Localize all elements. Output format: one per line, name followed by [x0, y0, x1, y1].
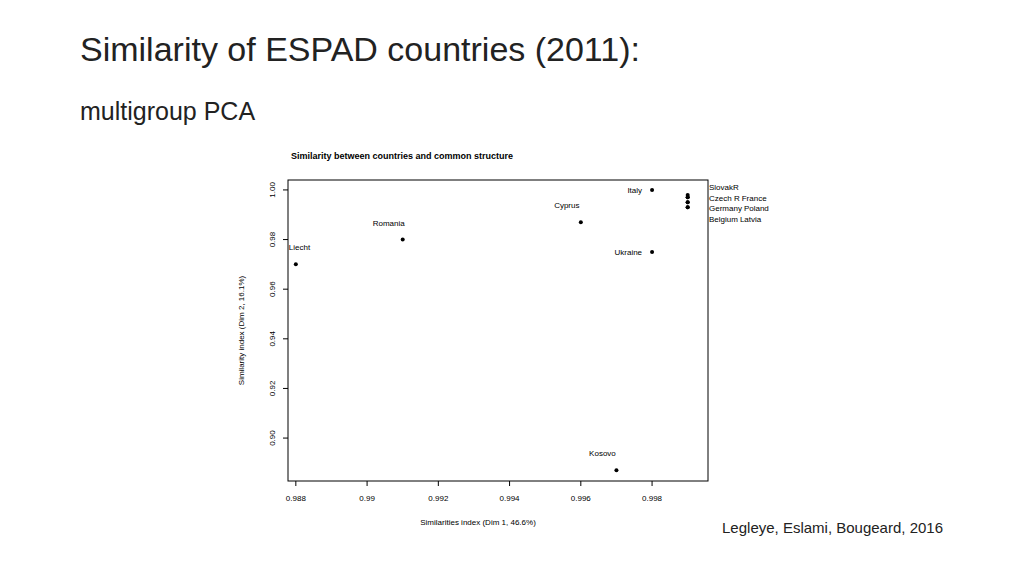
point-label: Germany: [709, 204, 742, 213]
point: [686, 195, 690, 199]
point: [401, 238, 405, 242]
point-labels: Liecht Romania Cyprus Italy Ukraine Kosovo Slo…: [289, 183, 769, 458]
point-label: Kosovo: [589, 449, 616, 458]
y-tick: [283, 289, 288, 290]
y-tick-label: 0.90: [268, 430, 277, 446]
point: [650, 188, 654, 192]
point-label: Cyprus: [554, 201, 579, 210]
point-label: SlovakR: [709, 183, 739, 192]
slide-subtitle: multigroup PCA: [80, 97, 255, 125]
y-tick: [283, 338, 288, 339]
point: [686, 200, 690, 204]
x-tick: [367, 481, 368, 486]
x-tick: [295, 481, 296, 486]
y-tick-label: 0.92: [268, 380, 277, 396]
y-tick: [283, 438, 288, 439]
point-label: Belgium: [709, 215, 738, 224]
point: [686, 195, 690, 199]
plot-frame: [288, 180, 708, 481]
x-tick: [580, 481, 581, 486]
point-label: Ukraine: [614, 248, 642, 257]
chart-title: Similarity between countries and common …: [291, 151, 513, 161]
slide: Similarity of ESPAD countries (2011): mul…: [0, 0, 1024, 576]
point-label: France: [742, 194, 767, 203]
x-tick-label: 0.994: [500, 494, 521, 503]
point: [650, 250, 654, 254]
y-axis-label: Similarity index (Dim 2, 16.1%): [237, 275, 246, 385]
x-tick-label: 0.992: [428, 494, 449, 503]
slide-title: Similarity of ESPAD countries (2011):: [80, 30, 640, 68]
point-label: Italy: [627, 186, 642, 195]
y-tick-label: 1.00: [268, 182, 277, 198]
x-tick: [509, 481, 510, 486]
point: [686, 200, 690, 204]
point: [686, 205, 690, 209]
y-tick-label: 0.96: [268, 281, 277, 297]
y-tick-label: 0.94: [268, 330, 277, 346]
point: [614, 468, 618, 472]
x-tick-label: 0.998: [642, 494, 663, 503]
points: [294, 188, 690, 472]
x-tick: [652, 481, 653, 486]
y-tick: [283, 239, 288, 240]
y-tick: [283, 388, 288, 389]
source: Legleye, Eslami, Bougeard, 2016: [722, 519, 943, 536]
point-label: Romania: [373, 219, 406, 228]
point-label: Latvia: [740, 215, 762, 224]
x-tick-label: 0.99: [359, 494, 375, 503]
point-label: Liecht: [289, 243, 311, 252]
point: [294, 262, 298, 266]
x-axis-label: Similarities index (Dim 1, 46.6%): [420, 518, 536, 527]
point-label: Poland: [744, 204, 769, 213]
point: [579, 220, 583, 224]
y-tick: [283, 189, 288, 190]
y-tick-label: 0.98: [268, 231, 277, 247]
point-label: Czech R: [709, 194, 740, 203]
x-tick-label: 0.988: [286, 494, 307, 503]
x-tick: [438, 481, 439, 486]
point: [686, 205, 690, 209]
x-tick-label: 0.996: [571, 494, 592, 503]
